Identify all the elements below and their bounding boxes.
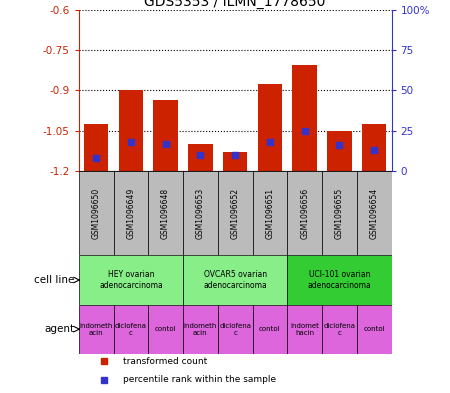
- Bar: [292, 65, 317, 171]
- Bar: [357, 171, 392, 255]
- Text: diclofena
c: diclofena c: [324, 323, 356, 336]
- Bar: [218, 171, 252, 255]
- Bar: [79, 305, 113, 354]
- Text: agent: agent: [44, 324, 74, 334]
- Bar: [287, 255, 392, 305]
- Text: GSM1096656: GSM1096656: [300, 187, 309, 239]
- Text: GSM1096649: GSM1096649: [126, 187, 135, 239]
- Bar: [153, 100, 178, 171]
- Text: GSM1096653: GSM1096653: [196, 187, 205, 239]
- Text: contol: contol: [155, 326, 176, 332]
- Bar: [357, 305, 392, 354]
- Text: indomet
hacin: indomet hacin: [290, 323, 319, 336]
- Bar: [287, 171, 322, 255]
- Bar: [148, 171, 183, 255]
- Text: contol: contol: [259, 326, 281, 332]
- Bar: [183, 305, 218, 354]
- Bar: [84, 124, 108, 171]
- Text: percentile rank within the sample: percentile rank within the sample: [122, 375, 276, 384]
- Text: GSM1096651: GSM1096651: [266, 187, 274, 239]
- Text: GSM1096648: GSM1096648: [161, 187, 170, 239]
- Bar: [113, 305, 148, 354]
- Text: OVCAR5 ovarian
adenocarcinoma: OVCAR5 ovarian adenocarcinoma: [203, 270, 267, 290]
- Bar: [148, 305, 183, 354]
- Bar: [362, 124, 386, 171]
- Text: cell line: cell line: [34, 275, 74, 285]
- Title: GDS5353 / ILMN_1778650: GDS5353 / ILMN_1778650: [144, 0, 326, 9]
- Bar: [322, 171, 357, 255]
- Bar: [119, 90, 143, 171]
- Bar: [287, 305, 322, 354]
- Text: GSM1096655: GSM1096655: [335, 187, 344, 239]
- Text: indometh
acin: indometh acin: [80, 323, 113, 336]
- Bar: [183, 255, 287, 305]
- Text: diclofena
c: diclofena c: [219, 323, 251, 336]
- Bar: [79, 255, 183, 305]
- Text: diclofena
c: diclofena c: [115, 323, 147, 336]
- Bar: [79, 171, 113, 255]
- Bar: [252, 171, 287, 255]
- Bar: [183, 171, 218, 255]
- Bar: [327, 130, 351, 171]
- Bar: [258, 84, 282, 171]
- Text: indometh
acin: indometh acin: [184, 323, 217, 336]
- Bar: [113, 171, 148, 255]
- Text: GSM1096650: GSM1096650: [92, 187, 101, 239]
- Bar: [252, 305, 287, 354]
- Bar: [223, 152, 248, 171]
- Bar: [322, 305, 357, 354]
- Text: contol: contol: [363, 326, 385, 332]
- Text: GSM1096654: GSM1096654: [369, 187, 378, 239]
- Bar: [188, 144, 212, 171]
- Text: transformed count: transformed count: [122, 357, 207, 366]
- Text: UCI-101 ovarian
adenocarcinoma: UCI-101 ovarian adenocarcinoma: [307, 270, 371, 290]
- Bar: [218, 305, 252, 354]
- Text: GSM1096652: GSM1096652: [231, 187, 240, 239]
- Text: HEY ovarian
adenocarcinoma: HEY ovarian adenocarcinoma: [99, 270, 163, 290]
